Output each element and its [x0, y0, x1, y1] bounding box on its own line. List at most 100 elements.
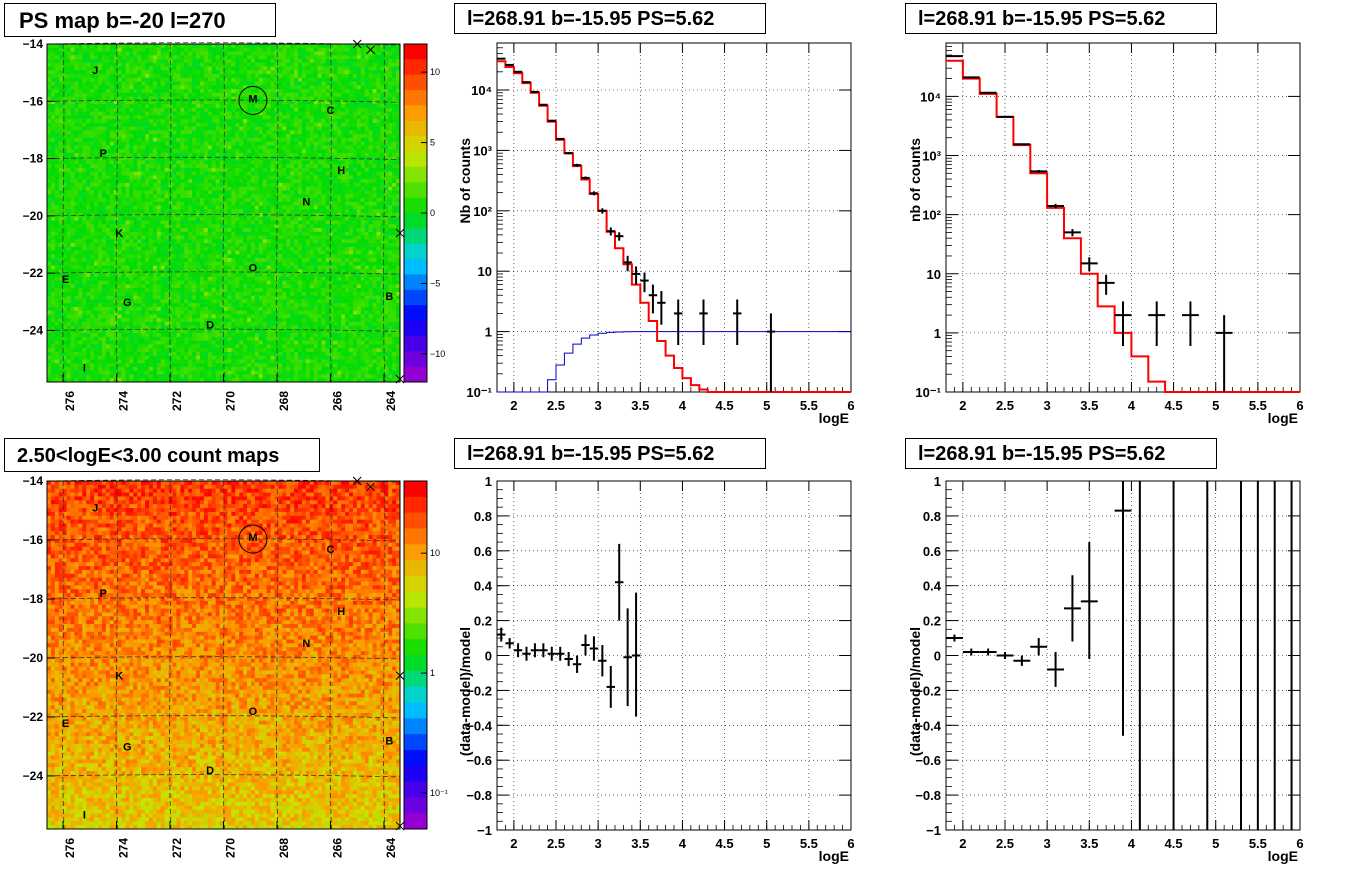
y-tick-label: 0.2 [923, 614, 941, 629]
x-tick-label: 6 [847, 398, 854, 413]
y-axis-label: (data-model)/model [907, 627, 923, 756]
source-label: G [123, 297, 132, 309]
source-label: P [99, 588, 106, 600]
y-tick-label: −18 [23, 152, 44, 166]
y-tick-label: −16 [23, 533, 44, 547]
data-point [1114, 481, 1132, 736]
x-tick-label: 2 [510, 836, 517, 851]
data-point [1182, 301, 1199, 346]
x-tick-label: 5 [763, 836, 770, 851]
x-tick-label: 3 [595, 836, 602, 851]
x-tick-label: 5 [1212, 836, 1219, 851]
grid-line [62, 480, 65, 830]
cross-marker [366, 482, 375, 492]
x-tick-label: 5 [1212, 398, 1219, 413]
grid-line [46, 715, 401, 719]
colorbar-tick-label: 0 [430, 208, 435, 218]
x-tick-label: 4 [1128, 398, 1136, 413]
x-tick-label: 3.5 [631, 836, 649, 851]
source-label: J [92, 65, 98, 77]
y-tick-label: 10² [922, 208, 941, 223]
data-point [733, 299, 742, 345]
y-tick-label: 1 [934, 326, 941, 341]
data-point [556, 137, 565, 140]
x-tick-label: 274 [117, 838, 131, 858]
grid-line [46, 774, 401, 778]
cross-marker [395, 374, 405, 384]
x-tick-label: 4.5 [1165, 398, 1183, 413]
x-axis-label: logE [1268, 410, 1298, 426]
x-axis-label: logE [1268, 848, 1298, 864]
source-label: E [62, 274, 69, 286]
title-ps-map: PS map b=-20 l=270 [4, 3, 276, 37]
grid-line [46, 538, 401, 542]
y-tick-label: −1 [477, 823, 492, 838]
data-point [615, 543, 624, 621]
colorbar: 10 1 10⁻¹ [403, 480, 448, 830]
x-tick-label: 276 [63, 838, 77, 858]
data-point [699, 299, 708, 345]
y-axis-label: nb of counts [907, 138, 923, 222]
y-tick-label: −18 [23, 592, 44, 606]
y-tick-label: 10³ [473, 143, 492, 158]
grid-line [46, 271, 401, 275]
source-label: C [326, 105, 334, 117]
x-tick-label: 2 [510, 398, 517, 413]
data-point [564, 152, 573, 155]
x-tick-label: 2.5 [996, 398, 1014, 413]
source-label: D [206, 765, 214, 777]
x-tick-label: 5.5 [800, 398, 818, 413]
source-label: B [385, 291, 393, 303]
grid-line [383, 43, 386, 383]
data-point [979, 91, 997, 94]
x-tick-label: 5.5 [1249, 398, 1267, 413]
data-point [598, 645, 607, 677]
grid-line [383, 480, 386, 830]
data-point [606, 227, 615, 236]
source-label: N [302, 638, 310, 650]
cross-marker [395, 821, 405, 831]
cross-marker [366, 45, 375, 55]
data-point [505, 638, 514, 649]
source-label: B [385, 736, 393, 748]
y-tick-label: −14 [23, 37, 44, 51]
y-tick-label: −22 [23, 710, 44, 724]
data-point [572, 163, 582, 167]
data-point [766, 313, 776, 392]
colorbar-tick-label: 10⁻¹ [430, 788, 448, 798]
y-tick-label: 0.8 [474, 509, 492, 524]
x-tick-label: 266 [330, 838, 344, 858]
y-tick-label: 10⁴ [471, 83, 492, 98]
data-point [589, 191, 599, 196]
x-tick-label: 2.5 [547, 836, 565, 851]
x-tick-label: 5.5 [800, 836, 818, 851]
title-spectrum-right: l=268.91 b=-15.95 PS=5.62 [905, 3, 1217, 34]
grid-line [46, 156, 401, 160]
data-point [497, 627, 506, 642]
y-tick-label: 10⁻¹ [915, 385, 941, 400]
source-label: D [206, 320, 214, 332]
x-tick-label: 2 [959, 398, 966, 413]
y-tick-label: 10⁻¹ [466, 385, 492, 400]
data-point [1013, 655, 1031, 666]
y-tick-label: −0.4 [915, 718, 941, 733]
x-tick-label: 266 [330, 391, 344, 411]
data-point [1148, 301, 1166, 346]
y-tick-label: −0.6 [466, 753, 492, 768]
y-axis-label: (data-model)/model [457, 627, 473, 756]
grid-line [276, 43, 279, 383]
x-tick-label: 270 [224, 391, 238, 411]
data-point [1064, 575, 1081, 642]
x-tick-label: 264 [384, 838, 398, 858]
cross-marker [395, 228, 405, 238]
source-circle [238, 85, 268, 115]
x-tick-label: 3.5 [1080, 398, 1098, 413]
colorbar-tick-label: −5 [430, 278, 440, 288]
colorbar-tick-label: 5 [430, 138, 435, 148]
y-tick-label: −22 [23, 266, 44, 280]
x-tick-label: 4.5 [716, 836, 734, 851]
grid-line [46, 99, 401, 103]
x-tick-label: 3.5 [1080, 836, 1098, 851]
data-point [1030, 638, 1048, 656]
x-tick-label: 3.5 [631, 398, 649, 413]
